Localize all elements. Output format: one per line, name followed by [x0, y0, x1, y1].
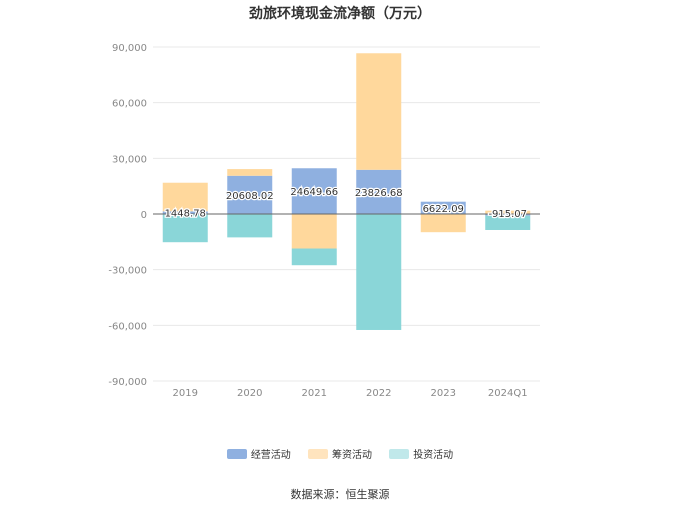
data-source-note: 数据来源：恒生聚源: [290, 488, 390, 501]
data-label-2022: 23826.68: [355, 188, 403, 199]
legend-label-investing: 投资活动: [413, 450, 454, 461]
bar-financing-2020: [227, 169, 273, 176]
bar-financing-2021: [291, 214, 337, 249]
y-tick-label: -90,000: [108, 377, 147, 388]
bar-operating-2019: [162, 211, 208, 214]
bar-financing-2022: [356, 53, 402, 170]
legend-label-operating: 经营活动: [250, 450, 291, 461]
bar-financing-2024Q1: [485, 210, 531, 214]
data-label-2021: 24649.66: [290, 187, 338, 198]
bar-operating-2024Q1: [485, 214, 531, 216]
data-label-2024Q1: -915.07: [488, 209, 527, 220]
data-label-2020: 20608.02: [226, 191, 274, 202]
legend-swatch-operating: [226, 448, 247, 459]
legend-item-operating[interactable]: 经营活动: [226, 446, 291, 461]
chart-title: 劲旅环境现金流净额（万元）: [249, 6, 431, 22]
bar-operating-2020: [227, 175, 273, 214]
bar-financing-2023: [420, 214, 466, 233]
legend-swatch-financing: [308, 448, 328, 459]
data-label-2019: 1448.78: [165, 209, 206, 220]
x-tick-label: 2020: [237, 388, 262, 399]
bar-operating-2021: [291, 168, 337, 214]
y-tick-label: -60,000: [108, 321, 147, 332]
y-tick-label: 30,000: [112, 154, 147, 165]
x-tick-label: 2022: [366, 388, 391, 399]
bar-investing-2022: [356, 214, 402, 330]
legend-label-financing: 筹资活动: [332, 450, 372, 461]
bar-operating-2022: [356, 169, 402, 214]
y-tick-label: 90,000: [112, 43, 147, 54]
bar-financing-2019: [162, 182, 208, 212]
legend-item-financing[interactable]: 筹资活动: [308, 446, 372, 461]
y-tick-label: 60,000: [112, 99, 147, 110]
legend-swatch-investing: [389, 448, 410, 459]
bar-investing-2019: [162, 214, 208, 243]
bar-operating-2023: [420, 201, 466, 214]
bar-investing-2020: [227, 214, 273, 238]
bar-investing-2021: [291, 248, 337, 266]
y-tick-label: 0: [141, 210, 147, 221]
y-tick-label: -30,000: [108, 266, 147, 277]
legend: 经营活动 筹资活动 投资活动: [0, 446, 680, 461]
data-label-2023: 6622.09: [423, 204, 464, 215]
x-tick-label: 2019: [173, 388, 198, 399]
x-tick-label: 2021: [302, 388, 327, 399]
legend-item-investing[interactable]: 投资活动: [389, 446, 453, 461]
bar-investing-2024Q1: [485, 215, 531, 230]
x-tick-label: 2024Q1: [488, 388, 528, 399]
x-tick-label: 2023: [431, 388, 456, 399]
